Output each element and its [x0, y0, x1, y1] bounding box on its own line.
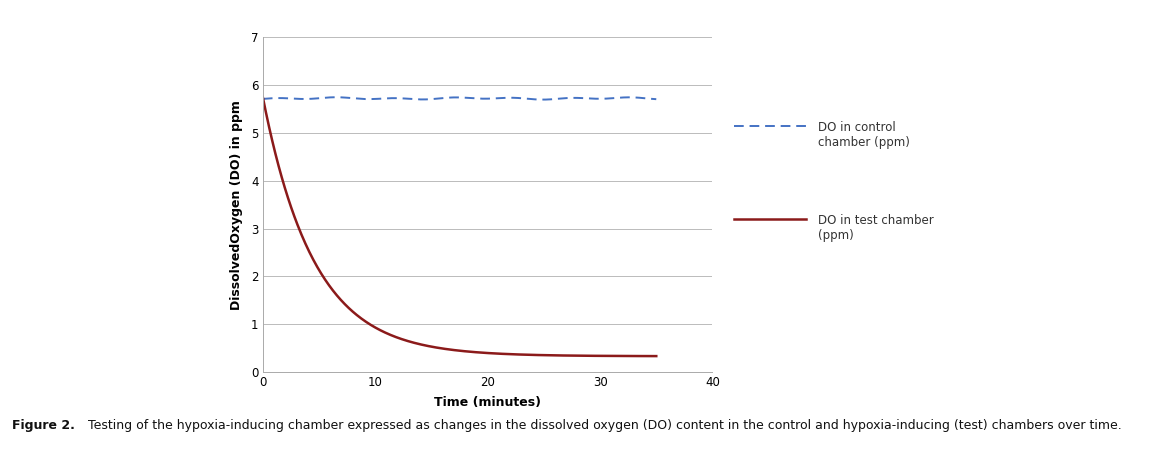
- Text: Figure 2.: Figure 2.: [12, 418, 75, 432]
- X-axis label: Time (minutes): Time (minutes): [434, 396, 541, 409]
- Text: Testing of the hypoxia-inducing chamber expressed as changes in the dissolved ox: Testing of the hypoxia-inducing chamber …: [84, 418, 1121, 432]
- Y-axis label: DissolvedOxygen (DO) in ppm: DissolvedOxygen (DO) in ppm: [230, 100, 243, 310]
- Text: DO in test chamber
(ppm): DO in test chamber (ppm): [818, 214, 933, 242]
- Text: DO in control
chamber (ppm): DO in control chamber (ppm): [818, 121, 910, 149]
